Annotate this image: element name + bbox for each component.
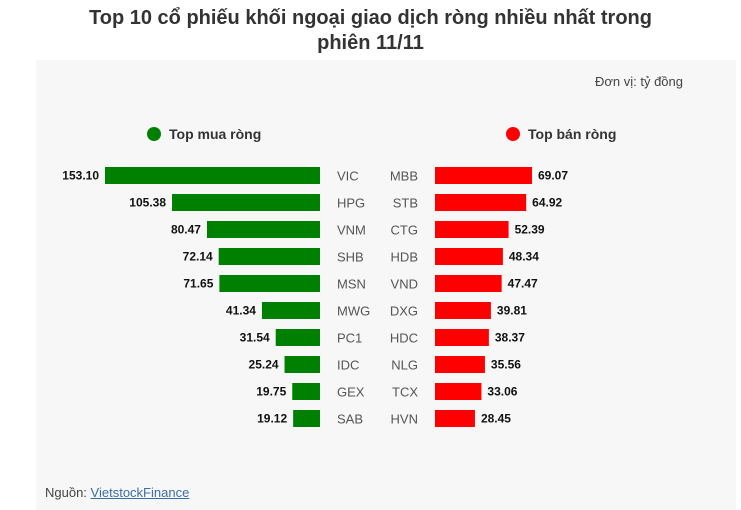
sell-ticker-label: CTG [391, 223, 418, 238]
sell-ticker-label: NLG [391, 358, 418, 373]
sell-ticker-label: DXG [390, 304, 418, 319]
buy-ticker-label: SAB [337, 412, 363, 427]
sell-ticker-label: STB [393, 196, 418, 211]
buy-bar-mwg [261, 302, 320, 319]
unit-label: Đơn vị: tỷ đồng [594, 74, 683, 89]
sell-bar-vnd [435, 275, 502, 292]
sell-ticker-label: VND [391, 277, 418, 292]
sell-bar-hvn [435, 410, 475, 427]
buy-value-label: 25.24 [249, 358, 279, 372]
sell-bar-stb [435, 194, 527, 211]
source-label: Nguồn: [45, 485, 87, 500]
buy-ticker-label: SHB [337, 250, 364, 265]
sell-value-label: 47.47 [508, 277, 538, 291]
buy-ticker-label: MSN [337, 277, 366, 292]
legend-sell: Top bán ròng [506, 126, 616, 142]
buy-value-label: 80.47 [171, 223, 201, 237]
sell-value-label: 33.06 [487, 385, 517, 399]
buy-value-label: 72.14 [183, 250, 213, 264]
sell-bar-hdb [435, 248, 503, 265]
sell-value-label: 52.39 [515, 223, 545, 237]
legend-buy-label: Top mua ròng [169, 126, 262, 142]
buy-bar-pc1 [275, 329, 320, 346]
buy-value-label: 19.75 [256, 385, 286, 399]
title-line-1: Top 10 cổ phiếu khối ngoại giao dịch ròn… [89, 7, 652, 29]
buy-bar-shb [218, 248, 320, 265]
buy-bar-sab [293, 410, 320, 427]
buy-value-label: 105.38 [129, 196, 166, 210]
buy-ticker-label: VNM [337, 223, 366, 238]
sell-value-label: 35.56 [491, 358, 521, 372]
sell-ticker-label: HDB [391, 250, 418, 265]
sell-value-label: 38.37 [495, 331, 525, 345]
buy-bar-gex [292, 383, 320, 400]
buy-ticker-label: MWG [337, 304, 370, 319]
sell-ticker-label: TCX [392, 385, 418, 400]
sell-value-label: 69.07 [538, 169, 568, 183]
buy-ticker-label: IDC [337, 358, 359, 373]
legend-buy-dot [147, 127, 161, 141]
buy-ticker-label: PC1 [337, 331, 362, 346]
sell-value-label: 64.92 [532, 196, 562, 210]
legend-buy: Top mua ròng [147, 126, 261, 142]
buy-bar-idc [284, 356, 320, 373]
buy-bar-hpg [172, 194, 320, 211]
sell-bar-mbb [435, 167, 532, 184]
buy-ticker-label: HPG [337, 196, 365, 211]
chart-title: Top 10 cổ phiếu khối ngoại giao dịch ròn… [0, 6, 741, 56]
sell-value-label: 28.45 [481, 412, 511, 426]
buy-value-label: 31.54 [240, 331, 270, 345]
buy-bar-msn [219, 275, 320, 292]
buy-value-label: 19.12 [257, 412, 287, 426]
sell-value-label: 48.34 [509, 250, 539, 264]
legend-sell-dot [506, 127, 520, 141]
source-line: Nguồn: VietstockFinance [45, 485, 189, 500]
buy-ticker-label: VIC [337, 169, 359, 184]
sell-ticker-label: HDC [390, 331, 418, 346]
title-line-2: phiên 11/11 [317, 32, 424, 54]
sell-bar-dxg [435, 302, 491, 319]
source-link[interactable]: VietstockFinance [90, 485, 190, 500]
sell-bar-nlg [435, 356, 485, 373]
buy-value-label: 41.34 [226, 304, 256, 318]
sell-bar-hdc [435, 329, 489, 346]
sell-bar-ctg [435, 221, 509, 238]
buy-ticker-label: GEX [337, 385, 365, 400]
sell-ticker-label: MBB [390, 169, 418, 184]
buy-bar-vnm [206, 221, 320, 238]
buy-bar-vic [105, 167, 320, 184]
sell-bar-tcx [435, 383, 482, 400]
sell-value-label: 39.81 [497, 304, 527, 318]
buy-value-label: 153.10 [62, 169, 99, 183]
sell-ticker-label: HVN [391, 412, 418, 427]
buy-value-label: 71.65 [183, 277, 213, 291]
legend-sell-label: Top bán ròng [528, 126, 617, 142]
